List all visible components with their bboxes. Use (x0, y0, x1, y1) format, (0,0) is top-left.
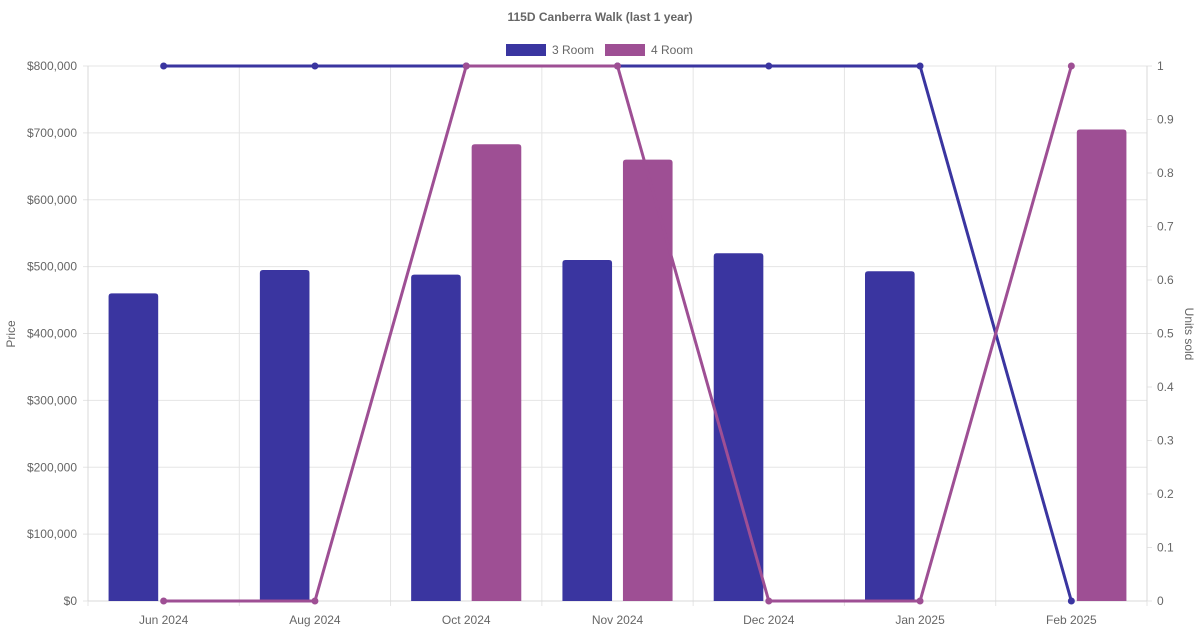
bar-3-room-jun-2024 (108, 293, 159, 601)
point-3-room-dec-2024 (765, 62, 773, 70)
y-tick-label: $300,000 (27, 393, 77, 407)
y2-tick-label: 0.6 (1157, 273, 1174, 287)
y-tick-label: $100,000 (27, 527, 77, 541)
gridlines (83, 65, 1152, 606)
x-tick-label: Dec 2024 (743, 613, 795, 627)
x-tick-label: Nov 2024 (592, 613, 644, 627)
bar-4-room-feb-2025 (1076, 129, 1127, 601)
y2-axis-title: Units sold (1182, 308, 1196, 361)
chart-title: 115D Canberra Walk (last 1 year) (508, 10, 693, 24)
point-4-room-oct-2024 (462, 62, 470, 70)
y2-tick-label: 0.1 (1157, 541, 1174, 555)
y-tick-label: $400,000 (27, 327, 77, 341)
x-tick-label: Feb 2025 (1046, 613, 1097, 627)
point-3-room-jun-2024 (160, 62, 168, 70)
y2-tick-label: 0.9 (1157, 113, 1174, 127)
y2-tick-label: 0.5 (1157, 327, 1174, 341)
x-tick-label: Aug 2024 (289, 613, 341, 627)
y2-tick-label: 0 (1157, 594, 1164, 608)
bar-3-room-aug-2024 (259, 269, 310, 601)
point-4-room-feb-2025 (1067, 62, 1075, 70)
x-tick-label: Jan 2025 (895, 613, 945, 627)
bar-3-room-nov-2024 (562, 259, 613, 601)
point-3-room-aug-2024 (311, 62, 319, 70)
y-tick-label: $700,000 (27, 126, 77, 140)
legend-label-3-room: 3 Room (552, 43, 594, 57)
x-tick-label: Oct 2024 (442, 613, 491, 627)
y2-tick-label: 0.8 (1157, 166, 1174, 180)
bar-3-room-jan-2025 (865, 271, 915, 601)
bar-4-room-oct-2024 (471, 144, 522, 601)
y-tick-label: $0 (64, 594, 78, 608)
y2-tick-label: 0.7 (1157, 220, 1174, 234)
legend-swatch-3-room (506, 44, 546, 56)
y-tick-label: $600,000 (27, 193, 77, 207)
point-4-room-jan-2025 (916, 597, 924, 605)
bar-3-room-oct-2024 (411, 274, 461, 601)
legend: 3 Room 4 Room (506, 43, 693, 57)
y-axis-title: Price (4, 320, 18, 348)
point-4-room-nov-2024 (614, 62, 621, 70)
x-tick-label: Jun 2024 (139, 613, 189, 627)
point-3-room-jan-2025 (916, 62, 924, 70)
point-3-room-feb-2025 (1067, 597, 1075, 605)
bars (108, 129, 1127, 601)
y-tick-label: $500,000 (27, 260, 77, 274)
bar-4-room-nov-2024 (622, 159, 673, 601)
legend-label-4-room: 4 Room (651, 43, 693, 57)
point-4-room-jun-2024 (160, 597, 168, 605)
y2-tick-label: 0.4 (1157, 380, 1174, 394)
lines (160, 62, 1075, 605)
axes: $0 $100,000 $200,000 $300,000 $400,000 $500,0… (27, 59, 1174, 627)
legend-swatch-4-room (605, 44, 645, 56)
y-tick-label: $800,000 (27, 59, 77, 73)
bar-3-room-dec-2024 (713, 253, 764, 601)
point-4-room-dec-2024 (765, 597, 773, 605)
point-4-room-aug-2024 (311, 597, 319, 605)
y2-tick-label: 0.3 (1157, 434, 1174, 448)
y-tick-label: $200,000 (27, 460, 77, 474)
y2-tick-label: 1 (1157, 59, 1164, 73)
y2-tick-label: 0.2 (1157, 487, 1174, 501)
